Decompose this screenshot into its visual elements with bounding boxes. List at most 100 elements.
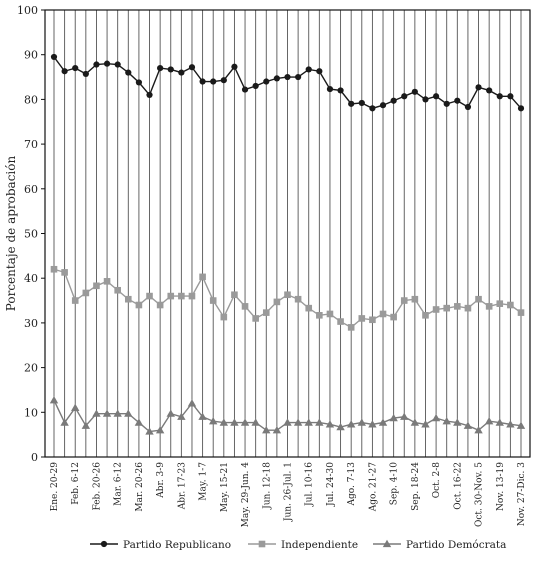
x-tick-label: Mar. 6-12 xyxy=(114,462,124,506)
data-point xyxy=(178,292,185,300)
data-point xyxy=(475,84,482,91)
data-point xyxy=(167,66,174,73)
data-point xyxy=(177,412,186,420)
x-tick-label: Abr. 3-9 xyxy=(156,462,166,499)
data-point xyxy=(484,417,494,425)
data-point xyxy=(400,412,409,420)
data-point xyxy=(240,418,250,426)
data-point xyxy=(72,65,79,72)
data-point xyxy=(517,105,525,112)
data-point xyxy=(188,64,196,71)
x-tick-label: Oct. 2-8 xyxy=(432,462,442,499)
data-point xyxy=(262,309,270,316)
x-tick-label: Ago. 7-13 xyxy=(347,462,357,507)
data-point xyxy=(348,100,355,107)
data-point xyxy=(295,73,302,81)
data-point xyxy=(389,413,398,422)
data-point xyxy=(431,413,441,422)
data-point xyxy=(432,93,440,100)
data-point xyxy=(283,418,292,426)
data-point xyxy=(166,409,175,417)
data-point xyxy=(411,88,418,95)
data-point xyxy=(305,304,313,312)
data-point xyxy=(199,78,206,85)
x-tick-label: May. 1-7 xyxy=(199,462,209,501)
data-point xyxy=(71,403,80,411)
data-point xyxy=(61,68,68,75)
series-square xyxy=(50,265,525,331)
series-circle xyxy=(50,53,525,112)
data-point xyxy=(422,312,429,319)
data-point xyxy=(432,306,440,313)
x-tick-label: Nov. 13-19 xyxy=(496,462,506,511)
data-point xyxy=(124,295,132,303)
data-point xyxy=(507,301,514,309)
data-point xyxy=(337,87,344,94)
data-point xyxy=(316,312,323,319)
data-point xyxy=(100,540,108,548)
data-point xyxy=(93,282,100,290)
data-point xyxy=(82,70,89,78)
data-point xyxy=(252,315,259,322)
data-point xyxy=(82,289,90,297)
data-point xyxy=(293,418,303,426)
data-point xyxy=(199,273,206,281)
data-point xyxy=(410,418,420,426)
data-point xyxy=(93,61,100,68)
x-tick-label: Mar. 20-26 xyxy=(135,462,145,512)
data-point xyxy=(475,295,482,303)
y-tick-label: 30 xyxy=(24,317,38,330)
data-point xyxy=(114,61,121,68)
data-point xyxy=(305,66,312,73)
data-point xyxy=(114,286,121,294)
data-point xyxy=(155,425,165,434)
data-point xyxy=(464,304,472,312)
data-point xyxy=(315,418,324,426)
data-point xyxy=(325,420,335,428)
data-point xyxy=(272,425,282,434)
data-point xyxy=(379,310,387,318)
x-tick-label: Oct. 16-22 xyxy=(453,462,463,510)
data-point xyxy=(210,78,217,85)
legend: Partido Republicano Independiente Partido … xyxy=(90,539,506,551)
legend-label: Partido Republicano xyxy=(123,539,231,551)
y-tick-label: 70 xyxy=(24,138,38,151)
x-tick-label: Nov. 27-Dic. 3 xyxy=(517,462,527,526)
data-point xyxy=(103,60,111,67)
y-tick-label: 10 xyxy=(24,406,38,419)
data-point xyxy=(209,417,218,425)
x-tick-label: Sep. 4-10 xyxy=(390,462,400,505)
data-point xyxy=(156,301,164,309)
data-point xyxy=(231,63,238,70)
data-point xyxy=(81,421,91,429)
data-point xyxy=(486,87,493,94)
data-point xyxy=(251,418,260,426)
x-tick-label: Sep. 18-24 xyxy=(411,462,421,511)
y-axis-label: Porcentaje de aprobación xyxy=(4,156,18,312)
data-point xyxy=(390,313,397,321)
data-point xyxy=(496,300,504,307)
data-point xyxy=(50,265,58,273)
data-point xyxy=(304,418,313,426)
data-point xyxy=(369,105,376,112)
data-point xyxy=(146,292,153,300)
data-point xyxy=(262,425,271,434)
data-point xyxy=(145,427,154,435)
data-point xyxy=(443,304,451,312)
data-point xyxy=(61,269,68,276)
grid xyxy=(53,10,522,457)
x-tick-label: Abr. 17-23 xyxy=(177,462,187,511)
x-tick-label: Ago. 21-27 xyxy=(368,462,378,512)
data-point xyxy=(263,78,270,85)
data-point xyxy=(124,409,133,417)
data-point xyxy=(231,291,238,299)
data-point xyxy=(474,425,483,434)
data-point xyxy=(443,100,450,107)
data-point xyxy=(146,91,153,99)
data-point xyxy=(326,86,334,93)
data-point xyxy=(382,539,392,548)
data-point xyxy=(135,301,143,309)
data-point xyxy=(357,418,366,426)
